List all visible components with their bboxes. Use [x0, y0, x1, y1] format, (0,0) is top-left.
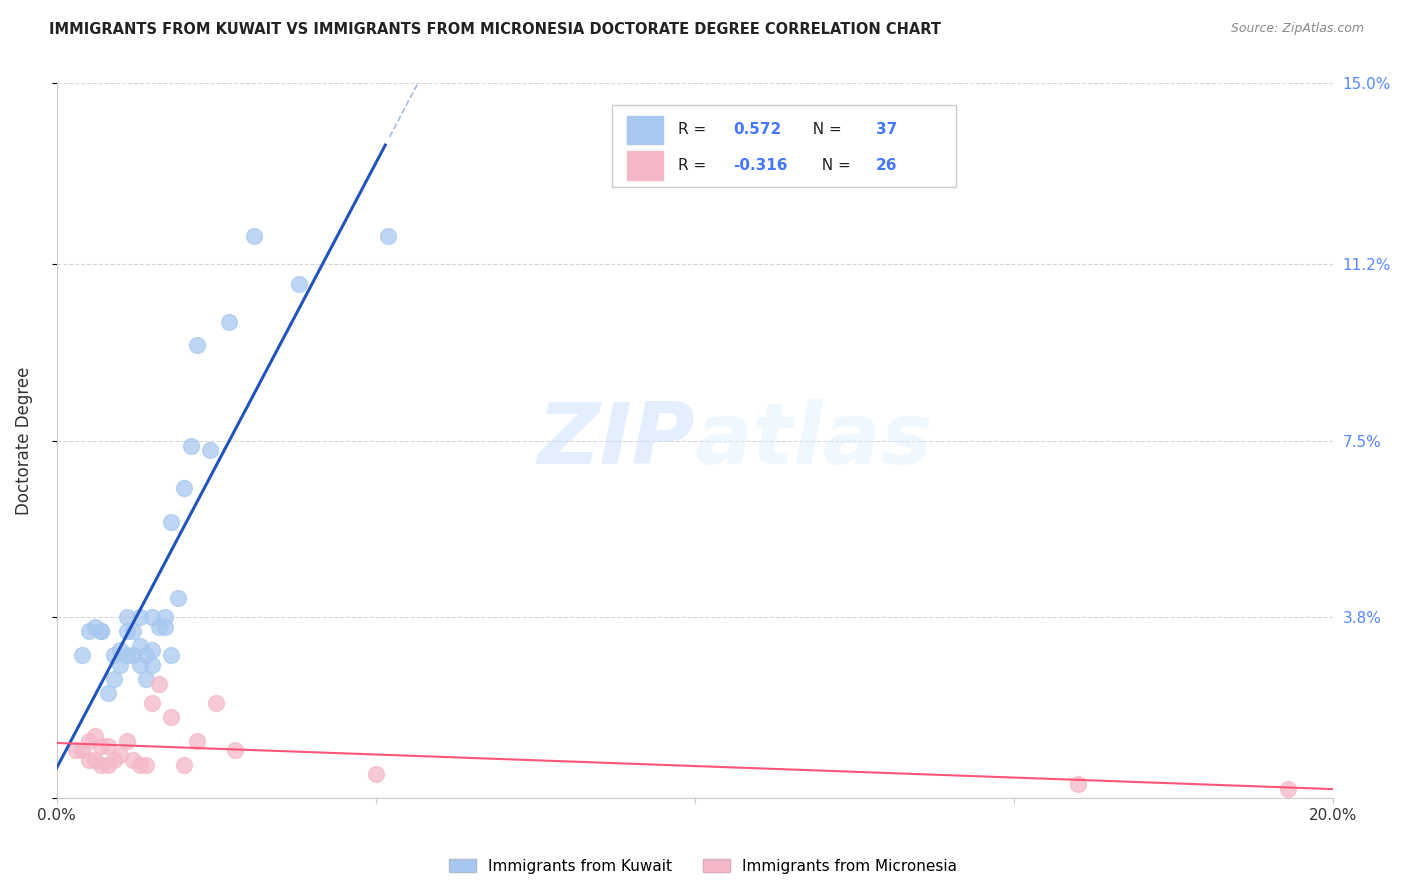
Point: [141, 643, 163, 657]
Point: [141, 610, 163, 624]
Point: [135, 648, 157, 662]
Point: [166, 591, 188, 605]
Point: [77, 753, 100, 767]
Point: [1066, 777, 1088, 791]
Point: [122, 624, 145, 639]
Point: [90, 757, 112, 772]
Point: [115, 734, 138, 748]
Point: [364, 767, 387, 781]
Point: [83, 729, 105, 743]
Point: [103, 648, 125, 662]
Point: [153, 619, 176, 633]
Point: [110, 748, 132, 763]
Point: [90, 739, 112, 753]
Point: [243, 228, 266, 243]
Point: [141, 657, 163, 672]
Point: [103, 753, 125, 767]
Point: [128, 639, 150, 653]
Point: [128, 757, 150, 772]
Point: [122, 648, 145, 662]
Point: [153, 610, 176, 624]
Point: [65, 743, 87, 757]
Point: [160, 648, 183, 662]
Bar: [627, 116, 662, 145]
Point: [1277, 781, 1299, 796]
Point: [110, 657, 132, 672]
Point: [141, 696, 163, 710]
Point: [288, 277, 311, 291]
Text: atlas: atlas: [695, 400, 934, 483]
Point: [83, 619, 105, 633]
Point: [186, 734, 208, 748]
Point: [70, 743, 93, 757]
Text: 0.572: 0.572: [733, 122, 782, 137]
Text: 26: 26: [876, 158, 897, 173]
Point: [97, 739, 120, 753]
Point: [135, 757, 157, 772]
Text: 37: 37: [876, 122, 897, 137]
Point: [97, 686, 120, 700]
Point: [148, 619, 170, 633]
Point: [180, 438, 202, 452]
Text: N =: N =: [803, 122, 846, 137]
Text: IMMIGRANTS FROM KUWAIT VS IMMIGRANTS FROM MICRONESIA DOCTORATE DEGREE CORRELATIO: IMMIGRANTS FROM KUWAIT VS IMMIGRANTS FRO…: [49, 22, 941, 37]
Point: [77, 624, 100, 639]
Point: [103, 672, 125, 686]
Y-axis label: Doctorate Degree: Doctorate Degree: [15, 367, 32, 515]
Point: [224, 743, 246, 757]
Point: [90, 624, 112, 639]
Text: -0.316: -0.316: [733, 158, 787, 173]
Point: [160, 515, 183, 529]
FancyBboxPatch shape: [612, 105, 956, 187]
Text: R =: R =: [678, 158, 711, 173]
Point: [173, 757, 195, 772]
Text: N =: N =: [813, 158, 856, 173]
Point: [122, 753, 145, 767]
Point: [205, 696, 228, 710]
Point: [77, 734, 100, 748]
Point: [115, 624, 138, 639]
Point: [148, 677, 170, 691]
Point: [377, 228, 399, 243]
Text: Source: ZipAtlas.com: Source: ZipAtlas.com: [1230, 22, 1364, 36]
Point: [115, 648, 138, 662]
Point: [83, 753, 105, 767]
Text: ZIP: ZIP: [537, 400, 695, 483]
Point: [110, 643, 132, 657]
Point: [218, 315, 240, 329]
Point: [186, 338, 208, 352]
Text: R =: R =: [678, 122, 711, 137]
Point: [135, 672, 157, 686]
Legend: Immigrants from Kuwait, Immigrants from Micronesia: Immigrants from Kuwait, Immigrants from …: [443, 853, 963, 880]
Point: [97, 757, 120, 772]
Bar: [627, 152, 662, 180]
Point: [160, 710, 183, 724]
Point: [128, 610, 150, 624]
Point: [128, 657, 150, 672]
Point: [70, 648, 93, 662]
Point: [90, 624, 112, 639]
Point: [173, 482, 195, 496]
Point: [115, 610, 138, 624]
Point: [198, 443, 221, 458]
